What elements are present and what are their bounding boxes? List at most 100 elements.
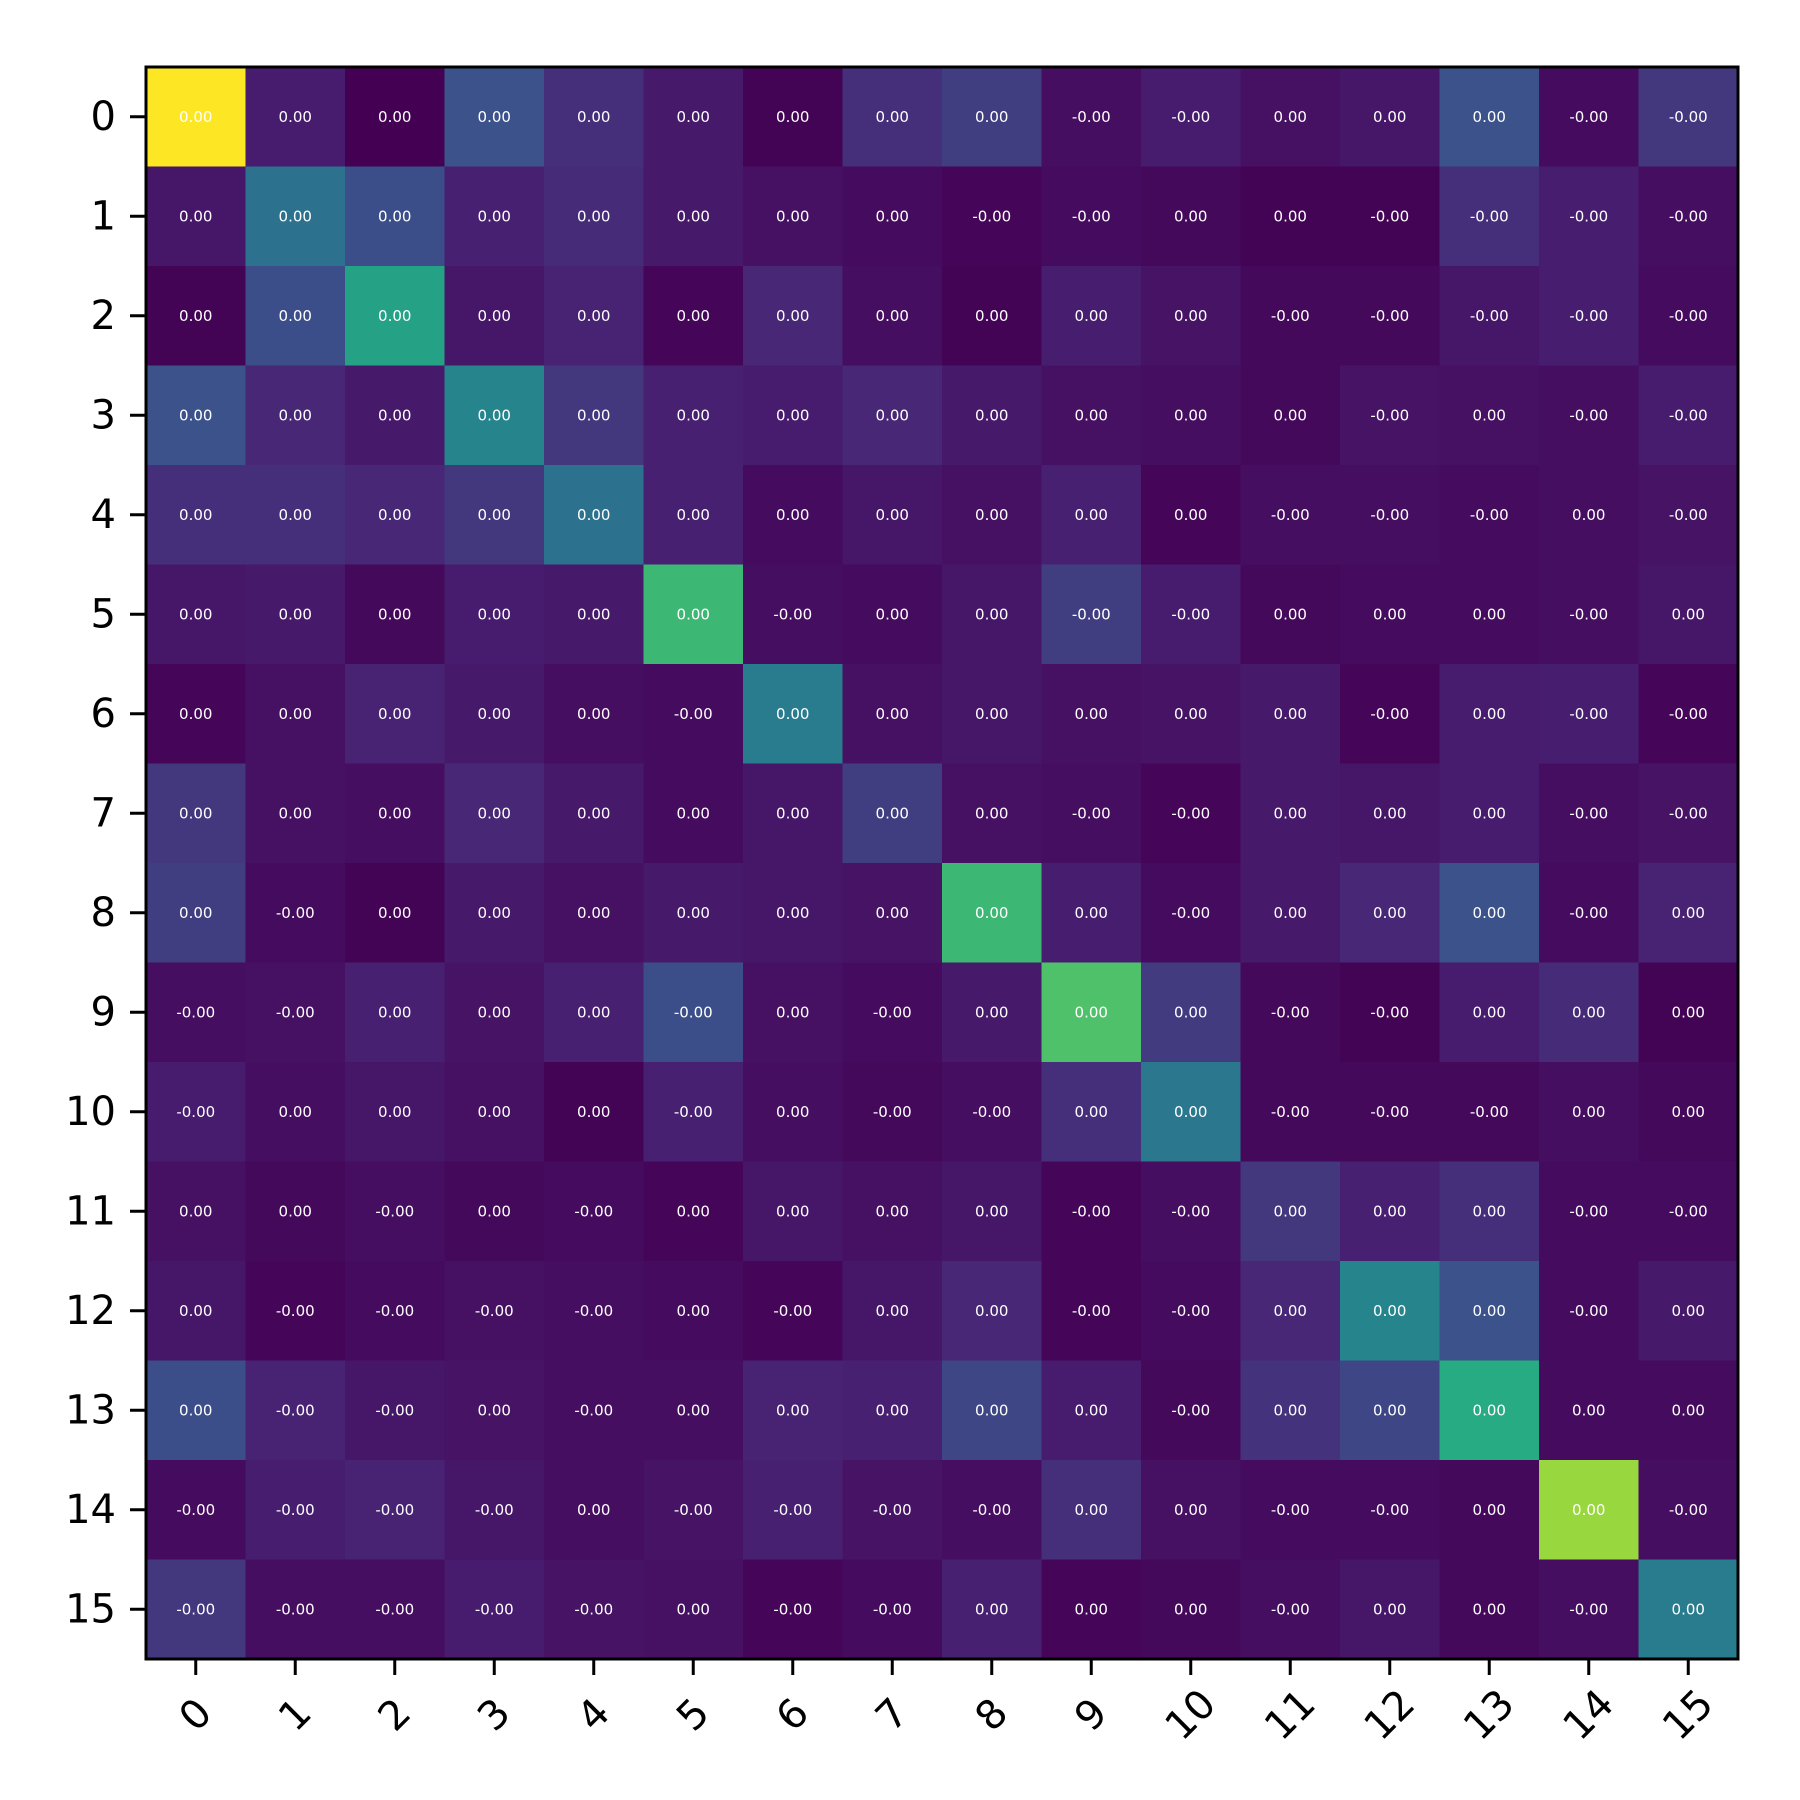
- heatmap-cell-r11-c11: [1240, 1161, 1341, 1262]
- cell-value-r10-c7: -0.00: [873, 1103, 912, 1121]
- cell-value-r9-c10: 0.00: [1174, 1003, 1207, 1021]
- cell-value-r9-c11: -0.00: [1271, 1003, 1310, 1021]
- heatmap-cell-r14-c15: [1638, 1460, 1739, 1560]
- heatmap-cell-r12-c5: [643, 1261, 744, 1361]
- cell-value-r9-c1: -0.00: [276, 1003, 315, 1021]
- heatmap-cell-r5-c1: [245, 564, 346, 665]
- heatmap-cell-r1-c11: [1240, 166, 1341, 267]
- heatmap-cell-r9-c5: [643, 962, 744, 1063]
- cell-value-r2-c2: 0.00: [378, 307, 411, 325]
- cell-value-r0-c7: 0.00: [876, 108, 909, 126]
- cell-value-r3-c11: 0.00: [1274, 406, 1307, 424]
- heatmap-cell-r13-c8: [942, 1360, 1042, 1461]
- cell-value-r0-c8: 0.00: [975, 108, 1008, 126]
- heatmap-cell-r5-c2: [345, 564, 445, 665]
- cell-value-r14-c6: -0.00: [773, 1501, 812, 1519]
- heatmap-cell-r1-c8: [942, 166, 1042, 267]
- heatmap-cell-r6-c0: [146, 664, 246, 764]
- cell-value-r12-c2: -0.00: [375, 1302, 414, 1320]
- heatmap-cell-r6-c4: [544, 664, 644, 764]
- cell-value-r14-c1: -0.00: [276, 1501, 315, 1519]
- heatmap-cell-r7-c2: [345, 763, 445, 864]
- heatmap-cell-r1-c10: [1141, 166, 1241, 267]
- cell-value-r2-c15: -0.00: [1669, 307, 1708, 325]
- cell-value-r5-c12: 0.00: [1373, 605, 1406, 623]
- cell-value-r0-c9: -0.00: [1072, 108, 1111, 126]
- cell-value-r6-c3: 0.00: [478, 705, 511, 723]
- heatmap-cell-r13-c7: [842, 1360, 943, 1461]
- cell-value-r1-c12: -0.00: [1370, 207, 1409, 225]
- heatmap-cell-r9-c7: [842, 962, 943, 1063]
- heatmap-cell-r4-c0: [146, 465, 246, 565]
- cell-value-r14-c3: -0.00: [475, 1501, 514, 1519]
- cell-value-r12-c14: -0.00: [1569, 1302, 1608, 1320]
- heatmap-cell-r3-c9: [1041, 365, 1142, 466]
- heatmap-cell-r12-c15: [1638, 1261, 1739, 1361]
- cell-value-r8-c3: 0.00: [478, 904, 511, 922]
- heatmap-cell-r13-c12: [1340, 1360, 1440, 1461]
- cell-value-r0-c13: 0.00: [1473, 108, 1506, 126]
- cell-value-r7-c3: 0.00: [478, 804, 511, 822]
- heatmap-cell-r1-c15: [1638, 166, 1739, 267]
- heatmap-cell-r10-c15: [1638, 1062, 1739, 1162]
- cell-value-r9-c15: 0.00: [1672, 1003, 1705, 1021]
- heatmap-cell-r13-c15: [1638, 1360, 1739, 1461]
- x-tick-label-4: 4: [568, 1690, 619, 1741]
- heatmap-cell-r13-c2: [345, 1360, 445, 1461]
- heatmap-cell-r15-c12: [1340, 1559, 1440, 1660]
- cell-value-r7-c14: -0.00: [1569, 804, 1608, 822]
- heatmap-cell-r3-c5: [643, 365, 744, 466]
- heatmap-cell-r11-c1: [245, 1161, 346, 1262]
- cell-value-r7-c4: 0.00: [577, 804, 610, 822]
- cell-value-r7-c9: -0.00: [1072, 804, 1111, 822]
- heatmap-cell-r3-c1: [245, 365, 346, 466]
- cell-value-r7-c8: 0.00: [975, 804, 1008, 822]
- cell-value-r12-c9: -0.00: [1072, 1302, 1111, 1320]
- heatmap-cell-r12-c0: [146, 1261, 246, 1361]
- heatmap-cell-r4-c9: [1041, 465, 1142, 565]
- heatmap-cell-r5-c4: [544, 564, 644, 665]
- cell-value-r9-c8: 0.00: [975, 1003, 1008, 1021]
- cell-value-r10-c4: 0.00: [577, 1103, 610, 1121]
- heatmap-cell-r9-c11: [1240, 962, 1341, 1063]
- cell-value-r5-c0: 0.00: [179, 605, 212, 623]
- x-tick-label-14: 14: [1554, 1681, 1623, 1750]
- heatmap-cell-r10-c7: [842, 1062, 943, 1162]
- cell-value-r7-c15: -0.00: [1669, 804, 1708, 822]
- cell-value-r1-c0: 0.00: [179, 207, 212, 225]
- heatmap-cell-r3-c3: [444, 365, 545, 466]
- x-tick-label-8: 8: [966, 1690, 1017, 1741]
- cell-value-r14-c10: 0.00: [1174, 1501, 1207, 1519]
- cell-value-r13-c12: 0.00: [1373, 1401, 1406, 1419]
- cell-value-r4-c2: 0.00: [378, 506, 411, 524]
- cell-value-r14-c11: -0.00: [1271, 1501, 1310, 1519]
- cell-value-r5-c11: 0.00: [1274, 605, 1307, 623]
- heatmap-cell-r7-c10: [1141, 763, 1241, 864]
- heatmap-cell-r3-c13: [1439, 365, 1540, 466]
- heatmap-cell-r7-c7: [842, 763, 943, 864]
- heatmap-cell-r6-c5: [643, 664, 744, 764]
- cell-value-r10-c5: -0.00: [674, 1103, 713, 1121]
- heatmap-cell-r3-c12: [1340, 365, 1440, 466]
- heatmap-cell-r7-c5: [643, 763, 744, 864]
- cell-value-r9-c7: -0.00: [873, 1003, 912, 1021]
- cell-value-r5-c8: 0.00: [975, 605, 1008, 623]
- heatmap-cell-r10-c9: [1041, 1062, 1142, 1162]
- cell-value-r4-c7: 0.00: [876, 506, 909, 524]
- heatmap-cell-r10-c4: [544, 1062, 644, 1162]
- heatmap-cell-r12-c4: [544, 1261, 644, 1361]
- cell-value-r15-c12: 0.00: [1373, 1600, 1406, 1618]
- cell-value-r9-c12: -0.00: [1370, 1003, 1409, 1021]
- cell-value-r12-c1: -0.00: [276, 1302, 315, 1320]
- heatmap-cell-r14-c2: [345, 1460, 445, 1560]
- cell-value-r15-c0: -0.00: [176, 1600, 215, 1618]
- heatmap-cell-r10-c6: [743, 1062, 843, 1162]
- cell-value-r8-c2: 0.00: [378, 904, 411, 922]
- cell-value-r14-c2: -0.00: [375, 1501, 414, 1519]
- heatmap-cell-r14-c4: [544, 1460, 644, 1560]
- x-tick-label-10: 10: [1156, 1681, 1225, 1750]
- heatmap-cell-r0-c11: [1240, 67, 1341, 167]
- heatmap-cell-r11-c6: [743, 1161, 843, 1262]
- cell-value-r6-c9: 0.00: [1075, 705, 1108, 723]
